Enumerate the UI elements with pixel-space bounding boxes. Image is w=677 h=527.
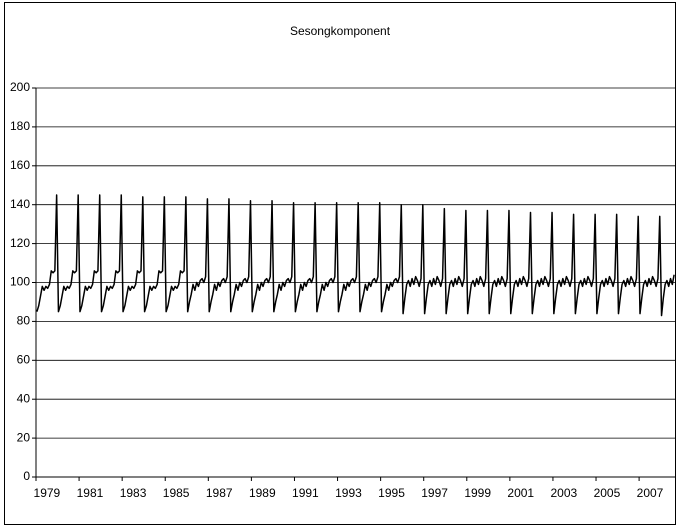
x-tick-label: 1999 bbox=[464, 486, 491, 500]
chart-title: Sesongkomponent bbox=[290, 24, 391, 38]
x-tick-label: 1985 bbox=[163, 486, 190, 500]
x-tick-label: 1989 bbox=[249, 486, 276, 500]
x-tick-label: 1983 bbox=[120, 486, 147, 500]
y-tick-label: 100 bbox=[10, 275, 30, 289]
y-tick-label: 120 bbox=[10, 236, 30, 250]
y-tick-label: 160 bbox=[10, 158, 30, 172]
y-tick-label: 140 bbox=[10, 197, 30, 211]
y-tick-label: 20 bbox=[17, 430, 31, 444]
y-tick-label: 80 bbox=[17, 314, 31, 328]
x-tick-label: 1995 bbox=[378, 486, 405, 500]
x-tick-label: 2001 bbox=[507, 486, 534, 500]
x-tick-label: 1991 bbox=[292, 486, 319, 500]
y-tick-label: 0 bbox=[23, 469, 30, 483]
x-tick-label: 1987 bbox=[206, 486, 233, 500]
x-tick-label: 1997 bbox=[421, 486, 448, 500]
y-tick-label: 180 bbox=[10, 119, 30, 133]
y-tick-label: 60 bbox=[17, 352, 31, 366]
x-tick-label: 1993 bbox=[335, 486, 362, 500]
x-tick-label: 1981 bbox=[77, 486, 104, 500]
x-tick-label: 2007 bbox=[637, 486, 664, 500]
y-tick-label: 200 bbox=[10, 80, 30, 94]
x-tick-label: 2005 bbox=[594, 486, 621, 500]
series-line bbox=[36, 194, 675, 317]
chart-frame bbox=[4, 2, 676, 525]
x-tick-label: 2003 bbox=[550, 486, 577, 500]
y-tick-label: 40 bbox=[17, 391, 31, 405]
x-tick-label: 1979 bbox=[34, 486, 61, 500]
